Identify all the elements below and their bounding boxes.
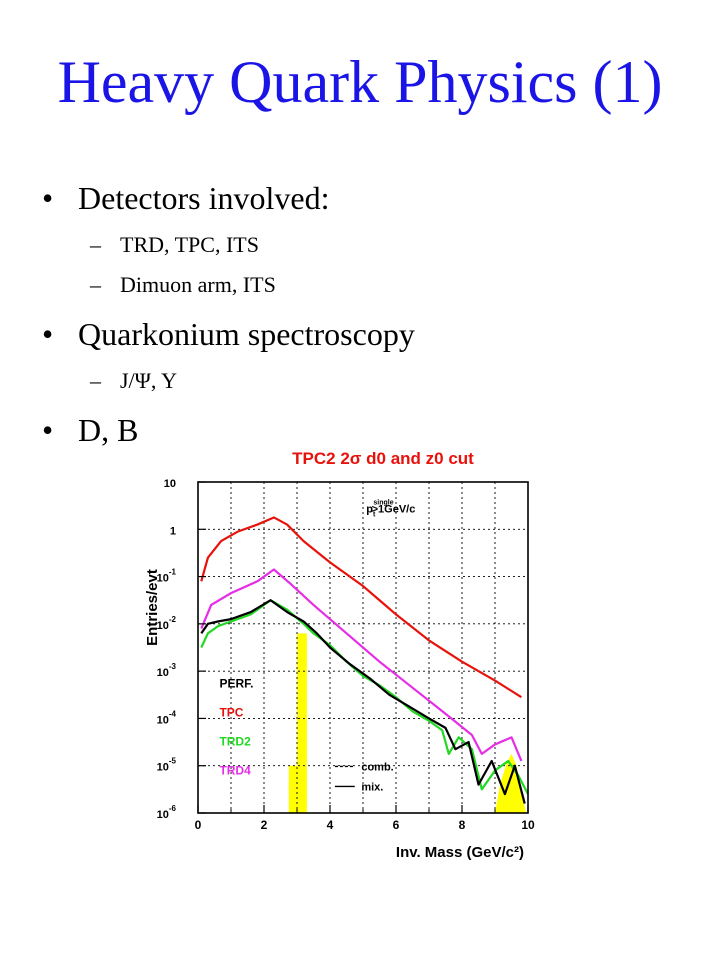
- slide-title: Heavy Quark Physics (1): [57, 49, 663, 115]
- legend-entry: TRD4: [219, 764, 251, 778]
- y-tick-label: 10-5: [157, 757, 177, 774]
- pt-cut-annotation: ptsingle >1GeV/c: [366, 500, 415, 519]
- highlight-bar: [297, 633, 307, 813]
- sub-bullet-item: – Dimuon arm, ITS: [90, 272, 276, 297]
- x-tick-label: 2: [261, 818, 268, 832]
- legend-style-label: comb.: [361, 761, 393, 773]
- x-axis-label: Inv. Mass (GeV/c²): [396, 844, 524, 861]
- highlight-peak: [495, 753, 527, 813]
- grid: [198, 482, 528, 813]
- chart-canvas: TPC2 2σ d0 and z0 cut 0 2 4 6 8 10 10 1 10-1 10-2 1…: [144, 449, 535, 861]
- y-tick-label: 10-1: [157, 568, 177, 585]
- x-tick-label: 0: [195, 818, 202, 832]
- chart-title: TPC2 2σ d0 and z0 cut: [292, 449, 474, 468]
- x-tick-label: 4: [327, 818, 334, 832]
- bullet-item: • D, B: [42, 412, 139, 448]
- series-line: [200, 599, 526, 804]
- series-line: [200, 516, 522, 699]
- y-tick-label: 10-6: [157, 804, 177, 821]
- y-tick-label: 10-2: [157, 615, 177, 632]
- x-tick-label: 6: [393, 818, 400, 832]
- y-axis-label: Entries/evt: [144, 569, 161, 646]
- legend-entry: PERF.: [219, 677, 253, 691]
- y-tick-label: 10-4: [157, 709, 177, 726]
- x-tick-label: 10: [521, 818, 535, 832]
- y-tick-label: 10: [164, 478, 176, 490]
- x-tick-label: 8: [459, 818, 466, 832]
- legend-style-label: mix.: [361, 781, 383, 793]
- y-tick-label: 10-3: [157, 662, 177, 679]
- highlight-bar: [288, 765, 297, 813]
- legend-entry: TRD2: [219, 735, 251, 749]
- sub-bullet-item: – TRD, TPC, ITS: [90, 232, 259, 257]
- series-line: [200, 568, 523, 762]
- invariant-mass-chart: TPC2 2σ d0 and z0 cut 0 2 4 6 8 10 10 1 10-1 10-2 1…: [135, 440, 540, 870]
- bullet-list: • Detectors involved: – TRD, TPC, ITS – Dim…: [42, 182, 415, 446]
- legend-entry: TPC: [219, 706, 243, 720]
- bullet-item: • Quarkonium spectroscopy: [42, 316, 415, 352]
- y-tick-label: 1: [170, 525, 176, 537]
- sub-bullet-item: – J/Ψ, Υ: [90, 368, 177, 393]
- bullet-item: • Detectors involved:: [42, 180, 330, 216]
